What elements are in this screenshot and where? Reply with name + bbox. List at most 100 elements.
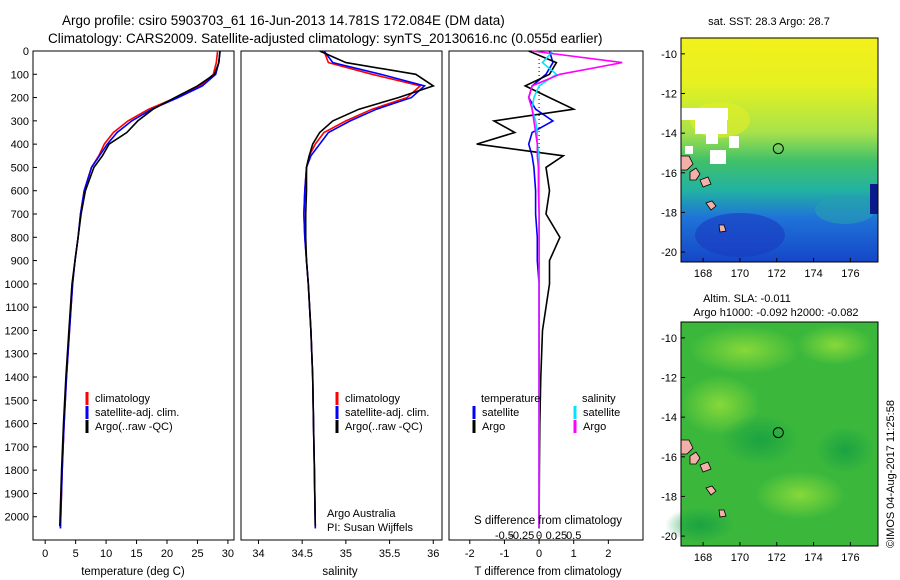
- legend-label-satellite: satellite-adj. clim.: [345, 407, 429, 419]
- s-difference-tick-labels: -0.5-0.25 0 0.250.5: [495, 530, 581, 542]
- imos-timestamp: ©IMOS 04-Aug-2017 11:25:58: [885, 400, 897, 548]
- sst-map-frame: [680, 37, 879, 263]
- s-diff-tick-label: 0: [536, 530, 542, 542]
- y-tick-label: 500: [11, 162, 29, 174]
- sla-map-panel: Altim. SLA: -0.011 Argo h1000: -0.092 h2…: [661, 293, 879, 564]
- lon-tick-label: 174: [804, 268, 822, 280]
- figure-title-line1: Argo profile: csiro 5903703_61 16-Jun-20…: [62, 13, 505, 28]
- sla-map-latitude-labels: -10 -12 -14 -16 -18 -20: [661, 333, 685, 543]
- x-tick-label: 0: [536, 548, 542, 560]
- legend-label-satellite: satellite-adj. clim.: [95, 407, 179, 419]
- lon-tick-label: 174: [804, 552, 822, 564]
- lat-tick-label: -12: [661, 373, 677, 385]
- y-tick-label: 600: [11, 186, 29, 198]
- sst-cloud-gaps: [681, 108, 878, 214]
- sla-map-subtitle: Argo h1000: -0.092 h2000: -0.082: [693, 307, 858, 319]
- x-tick-label: 25: [191, 548, 203, 560]
- y-tick-label: 1500: [5, 395, 29, 407]
- x-tick-label: 34: [252, 548, 264, 560]
- salinity-legend: climatology satellite-adj. clim. Argo(..…: [335, 392, 429, 433]
- lat-tick-label: -16: [661, 168, 677, 180]
- series-line-argo-raw-qc-: [304, 50, 436, 527]
- x-tick-label: 0: [42, 548, 48, 560]
- salinity-tick-labels: 34 34.5 35 35.5 36: [252, 540, 439, 560]
- annotation-argo-australia: Argo Australia: [327, 508, 396, 520]
- y-tick-label: 1200: [5, 325, 29, 337]
- salinity-axis-label: salinity: [322, 566, 357, 578]
- lat-tick-label: -14: [661, 128, 677, 140]
- x-tick-label: 2: [605, 548, 611, 560]
- legend-label-argo: Argo(..raw -QC): [95, 421, 173, 433]
- legend-label-argo: Argo(..raw -QC): [345, 421, 423, 433]
- difference-legend: temperature satellite Argo salinity sate…: [472, 393, 620, 433]
- x-tick-label: 35.5: [379, 548, 400, 560]
- lat-tick-label: -16: [661, 452, 677, 464]
- lon-tick-label: 172: [768, 268, 786, 280]
- x-tick-label: 35: [340, 548, 352, 560]
- y-tick-label: 1100: [5, 302, 29, 314]
- lat-tick-label: -10: [661, 49, 677, 61]
- sst-island-shapes: [680, 155, 727, 233]
- lon-tick-label: 168: [694, 268, 712, 280]
- x-tick-label: 34.5: [291, 548, 312, 560]
- annotation-pi: PI: Susan Wijffels: [327, 522, 413, 534]
- series-line-argo: [527, 50, 623, 529]
- x-tick-label: 5: [73, 548, 79, 560]
- lat-tick-label: -14: [661, 412, 677, 424]
- salinity-panel: 34 34.5 35 35.5 36 salinity climatology sate…: [240, 50, 443, 578]
- legend-label-t-argo: Argo: [482, 421, 505, 433]
- temperature-panel: 0100200300400500600700800900100011001200…: [5, 46, 235, 578]
- sst-map-title: sat. SST: 28.3 Argo: 28.7: [708, 16, 830, 28]
- y-tick-label: 900: [11, 256, 29, 268]
- sst-map-panel: sat. SST: 28.3 Argo: 28.7 168 170 172 174 1: [661, 16, 879, 280]
- legend-label-t-satellite: satellite: [482, 407, 519, 419]
- y-tick-label: 200: [11, 93, 29, 105]
- sst-map-longitude-labels: 168 170 172 174 176: [694, 258, 860, 280]
- y-tick-label: 800: [11, 232, 29, 244]
- t-difference-tick-labels: -2 -1 0 1 2: [465, 540, 611, 560]
- x-tick-label: -1: [500, 548, 510, 560]
- lat-tick-label: -12: [661, 89, 677, 101]
- argo-location-marker: [772, 143, 784, 155]
- sst-map-latitude-labels: -10 -12 -14 -16 -18 -20: [661, 49, 685, 259]
- temperature-axis-label: temperature (deg C): [81, 566, 185, 578]
- lat-tick-label: -18: [661, 207, 677, 219]
- sla-island-shapes: [680, 439, 727, 518]
- y-tick-label: 300: [11, 116, 29, 128]
- sla-map-longitude-labels: 168 170 172 174 176: [694, 542, 860, 564]
- y-tick-label: 1800: [5, 465, 29, 477]
- s-diff-tick-label: -0.25: [509, 530, 534, 542]
- temperature-legend: climatology satellite-adj. clim. Argo(..…: [85, 392, 179, 433]
- y-tick-label: 1000: [5, 279, 29, 291]
- temperature-tick-labels: 0 5 10 15 20 25 30: [42, 540, 234, 560]
- x-tick-label: 36: [427, 548, 439, 560]
- temperature-plot-frame: [32, 50, 235, 541]
- lon-tick-label: 168: [694, 552, 712, 564]
- y-tick-label: 1600: [5, 419, 29, 431]
- y-tick-label: 400: [11, 139, 29, 151]
- x-tick-label: 30: [222, 548, 234, 560]
- lat-tick-label: -10: [661, 333, 677, 345]
- legend-title-temperature: temperature: [481, 393, 540, 405]
- s-diff-tick-label: 0.5: [566, 530, 581, 542]
- s-diff-tick-label: 0.25: [546, 530, 567, 542]
- series-line-argo-raw-qc-: [59, 50, 221, 527]
- x-tick-label: -2: [465, 548, 475, 560]
- figure-title-line2: Climatology: CARS2009. Satellite-adjuste…: [48, 31, 603, 46]
- lat-tick-label: -20: [661, 531, 677, 543]
- difference-plot-frame: [448, 50, 644, 541]
- y-tick-label: 1700: [5, 442, 29, 454]
- temperature-series: [59, 50, 221, 529]
- lat-tick-label: -18: [661, 491, 677, 503]
- lon-tick-label: 176: [841, 552, 859, 564]
- legend-label-climatology: climatology: [95, 393, 151, 405]
- difference-series: [476, 50, 623, 529]
- legend-label-climatology: climatology: [345, 393, 401, 405]
- difference-panel: -2 -1 0 1 2 -0.5-0.25 0 0.250.5 S difference f…: [448, 50, 644, 578]
- lon-tick-label: 176: [841, 268, 859, 280]
- legend-label-s-argo: Argo: [583, 421, 606, 433]
- lon-tick-label: 170: [731, 268, 749, 280]
- legend-title-salinity: salinity: [582, 393, 616, 405]
- legend-label-s-satellite: satellite: [583, 407, 620, 419]
- salinity-plot-frame: [240, 50, 443, 541]
